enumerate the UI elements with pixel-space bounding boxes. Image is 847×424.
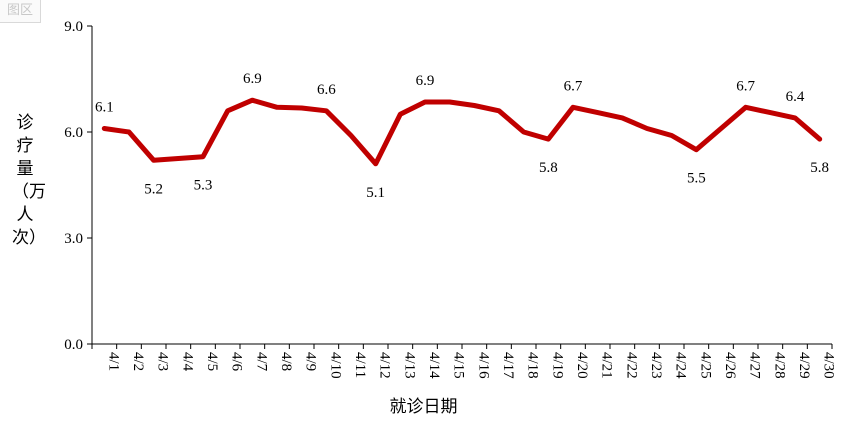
y-tick-label: 6.0 bbox=[64, 125, 83, 141]
y-axis-label: 诊疗量（万人次） bbox=[12, 113, 46, 248]
series-line bbox=[101, 97, 823, 167]
x-tick-label: 4/19 bbox=[549, 352, 565, 379]
data-label: 5.5 bbox=[687, 171, 706, 187]
x-tick-label: 4/23 bbox=[648, 352, 664, 379]
x-tick-label: 4/28 bbox=[771, 352, 787, 379]
x-tick-label: 4/1 bbox=[105, 352, 121, 371]
x-tick-label: 4/29 bbox=[796, 352, 812, 379]
x-tick-label: 4/22 bbox=[623, 352, 639, 379]
x-tick-label: 4/13 bbox=[401, 352, 417, 379]
data-label: 6.7 bbox=[736, 78, 755, 94]
data-label: 5.3 bbox=[194, 178, 213, 194]
data-label: 6.9 bbox=[243, 71, 262, 87]
data-label: 6.4 bbox=[786, 89, 805, 105]
data-label: 6.7 bbox=[564, 78, 583, 94]
y-tick-labels: 0.0 3.0 6.0 9.0 bbox=[64, 19, 83, 353]
corner-tag: 图区 bbox=[0, 0, 41, 23]
x-tick-label: 4/20 bbox=[574, 352, 590, 379]
x-tick-label: 4/24 bbox=[673, 352, 689, 379]
x-tick-label: 4/9 bbox=[303, 352, 319, 371]
x-tick-label: 4/14 bbox=[426, 352, 442, 379]
chart-axes bbox=[87, 25, 833, 349]
data-label: 5.1 bbox=[366, 185, 385, 201]
x-tick-label: 4/12 bbox=[377, 352, 393, 379]
data-labels: 6.1 5.2 5.3 6.9 6.6 5.1 6.9 5.8 6.7 5.5 6.7 6.4 5.8 bbox=[95, 71, 829, 201]
x-tick-label: 4/16 bbox=[475, 352, 491, 379]
x-tick-label: 4/6 bbox=[229, 352, 245, 372]
x-tick-label: 4/27 bbox=[747, 352, 763, 379]
x-tick-labels: 4/1 4/2 4/3 4/4 4/5 4/6 4/7 4/8 4/9 4/10 4/11 4/12 4… bbox=[105, 352, 836, 379]
x-tick-label: 4/10 bbox=[327, 352, 343, 379]
x-tick-label: 4/15 bbox=[451, 352, 467, 379]
y-tick-label: 0.0 bbox=[64, 337, 83, 353]
x-tick-label: 4/8 bbox=[278, 352, 294, 371]
y-tick-label: 3.0 bbox=[64, 231, 83, 247]
y-tick-label: 9.0 bbox=[64, 19, 83, 35]
x-tick-label: 4/17 bbox=[500, 352, 516, 379]
data-label: 5.8 bbox=[810, 160, 829, 176]
x-tick-label: 4/7 bbox=[253, 352, 269, 372]
x-tick-label: 4/11 bbox=[352, 352, 368, 378]
x-tick-label: 4/4 bbox=[179, 352, 195, 372]
data-label: 6.9 bbox=[416, 73, 435, 89]
data-label: 5.8 bbox=[539, 160, 558, 176]
x-tick-label: 4/18 bbox=[525, 352, 541, 379]
x-tick-label: 4/2 bbox=[130, 352, 146, 371]
x-tick-label: 4/3 bbox=[155, 352, 171, 371]
x-tick-label: 4/26 bbox=[722, 352, 738, 379]
x-axis-label: 就诊日期 bbox=[389, 397, 458, 417]
x-tick-label: 4/30 bbox=[821, 352, 837, 379]
data-label: 6.1 bbox=[95, 99, 114, 115]
data-label: 5.2 bbox=[144, 181, 163, 197]
x-tick-label: 4/21 bbox=[599, 352, 615, 379]
x-tick-label: 4/5 bbox=[204, 352, 220, 371]
data-label: 6.6 bbox=[317, 82, 336, 98]
x-tick-label: 4/25 bbox=[697, 352, 713, 379]
